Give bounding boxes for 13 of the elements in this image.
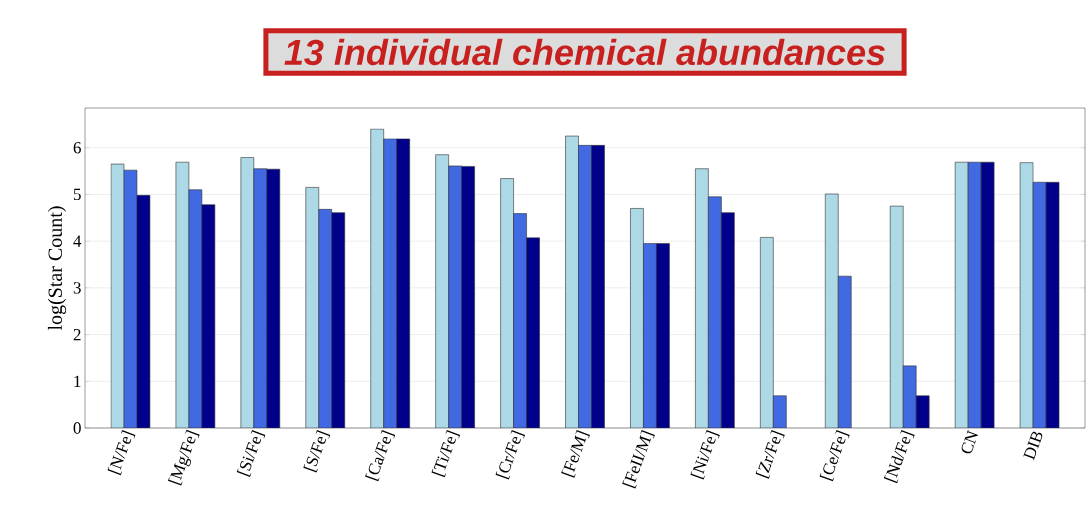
- y-tick-label: 0: [73, 422, 81, 434]
- y-tick-label: 3: [73, 282, 81, 294]
- x-tick-label: [S/Fe]: [303, 430, 331, 473]
- x-tick-label: [Si/Fe]: [236, 430, 266, 477]
- y-tick-label: 1: [74, 375, 81, 387]
- y-tick-label: 4: [73, 235, 82, 247]
- y-tick-label: 6: [73, 141, 81, 154]
- y-axis-title: log(Star Count): [47, 206, 67, 331]
- x-tick-label: CN: [961, 429, 978, 454]
- y-tick-label: 2: [73, 328, 81, 341]
- text: 13 individual chemical abundances: [284, 38, 885, 66]
- x-tick-label: DIB: [1023, 431, 1043, 461]
- y-tick-label: 5: [73, 188, 81, 201]
